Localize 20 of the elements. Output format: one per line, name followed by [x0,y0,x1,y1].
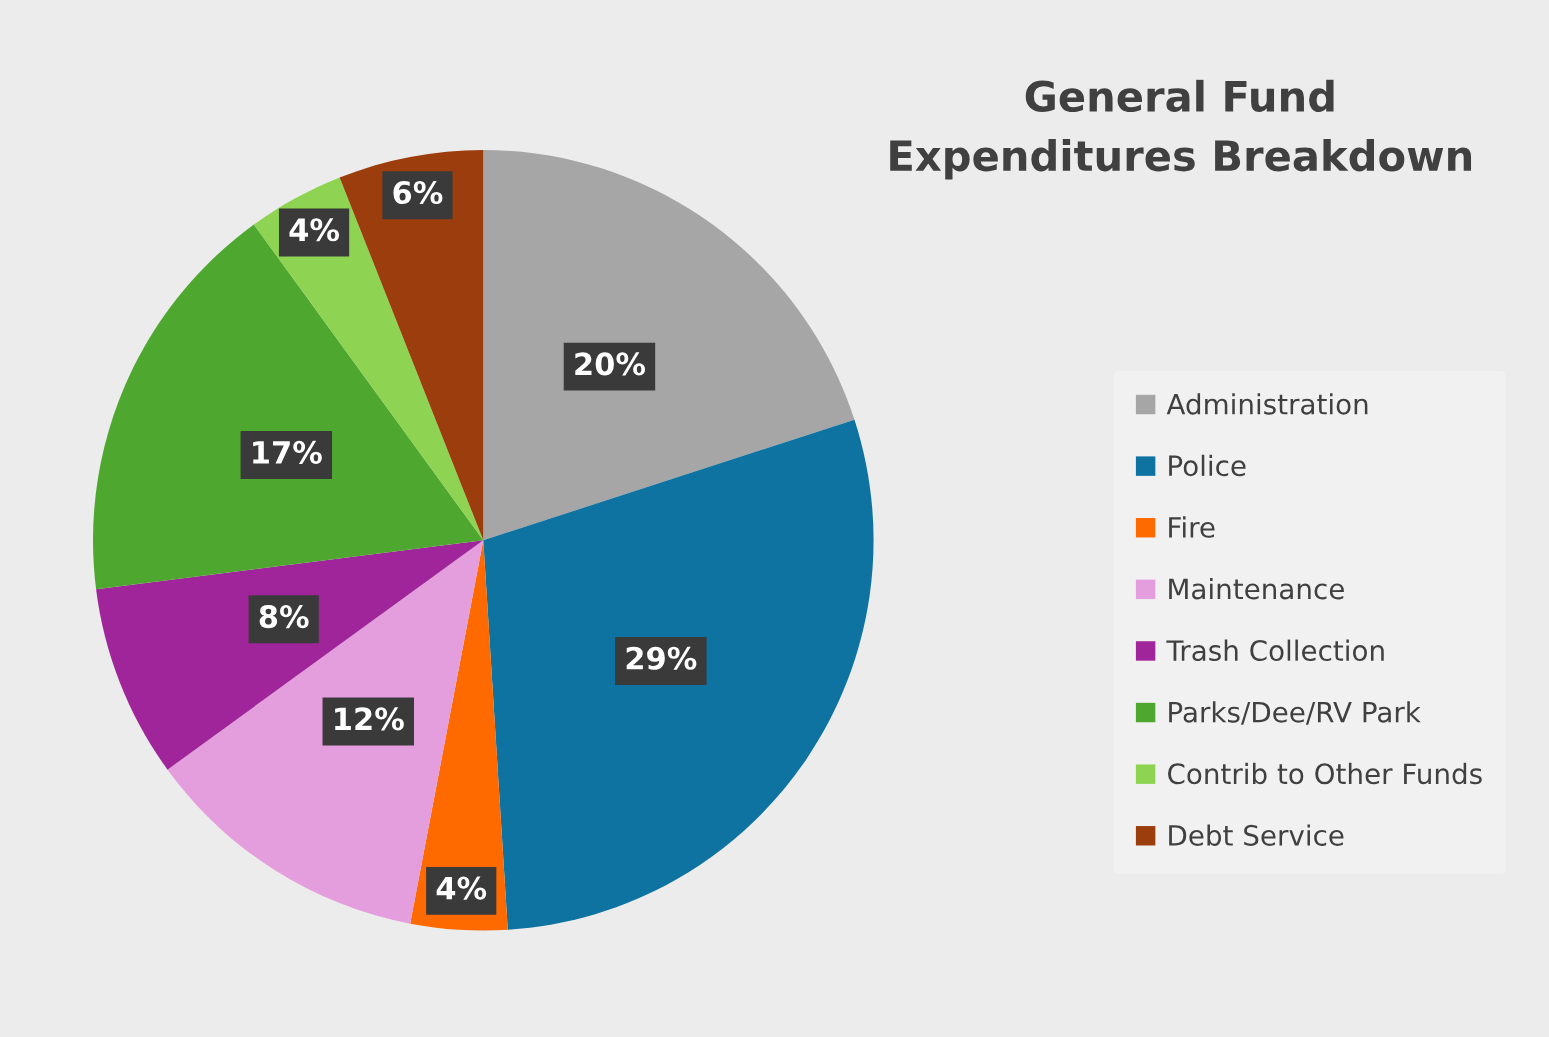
legend-label: Contrib to Other Funds [1168,762,1482,785]
data-label: 29% [626,646,697,670]
chart-title: General Fund Expenditures Breakdown [890,79,1472,180]
data-label: 12% [335,707,404,731]
data-label: 17% [253,440,322,464]
data-label: 4% [436,876,487,900]
legend-label: Trash Collection [1166,639,1384,662]
legend-label: Debt Service [1169,824,1344,846]
data-label: 20% [575,352,646,376]
legend-label: Parks/Dee/RV Park [1169,701,1421,725]
legend-label: Administration [1166,393,1368,415]
data-label: 6% [393,180,443,205]
legend-label: Maintenance [1169,577,1344,600]
data-label: 8% [259,605,309,629]
pie-slice [483,149,855,541]
legend-label: Police [1169,454,1246,477]
pie-slice [167,540,484,924]
pie-slice [96,540,484,770]
legend-label: Fire [1169,516,1215,538]
data-label: 4% [289,218,340,242]
